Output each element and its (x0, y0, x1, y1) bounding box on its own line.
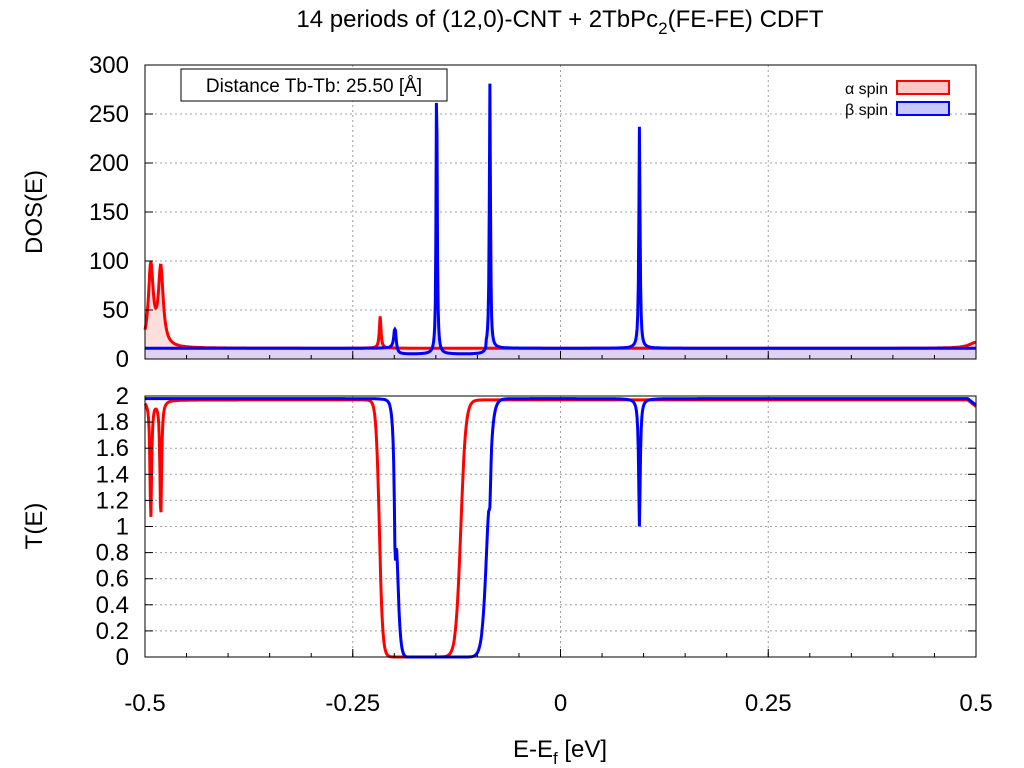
transmission-ylabel: T(E) (21, 503, 48, 550)
transmission-y-tick-label: 0.8 (96, 540, 129, 567)
dos-plot-area (143, 83, 977, 359)
transmission-y-tick-label: 1.4 (96, 461, 129, 488)
transmission-alpha-line (143, 398, 977, 659)
transmission-y-tick-label: 2 (116, 383, 129, 410)
dos-y-ticks: 0 50 100 150 200 250 300 (89, 52, 976, 373)
chart-title: 14 periods of (12,0)-CNT + 2TbPc2(FE-FE)… (296, 6, 824, 38)
transmission-y-tick-label: 0 (116, 644, 129, 671)
transmission-y-tick-label: 0.6 (96, 566, 129, 593)
transmission-x-ticks: -0.5 -0.25 0 0.25 0.5 (124, 351, 993, 717)
transmission-grid (145, 396, 976, 657)
annotation-text: Distance Tb-Tb: 25.50 [Å] (206, 76, 422, 97)
dos-y-tick-label: 100 (89, 248, 129, 275)
x-tick-label: -0.5 (124, 690, 165, 717)
legend-alpha-swatch (896, 80, 950, 95)
transmission-y-ticks: 00.20.40.60.811.21.41.61.82 (96, 383, 976, 671)
legend: α spin β spin (845, 80, 950, 119)
x-tick-label: -0.25 (325, 690, 380, 717)
transmission-y-tick-label: 1.6 (96, 435, 129, 462)
legend-beta-label: β spin (845, 102, 888, 119)
dos-y-tick-label: 150 (89, 199, 129, 226)
x-tick-label: 0 (554, 690, 567, 717)
dos-y-tick-label: 50 (102, 297, 129, 324)
transmission-y-tick-label: 1.8 (96, 409, 129, 436)
x-axis-label: E-Ef [eV] (513, 736, 607, 768)
dos-beta-line (145, 83, 976, 356)
dos-y-tick-label: 0 (116, 346, 129, 373)
x-tick-label: 0.25 (745, 690, 792, 717)
dos-y-tick-label: 300 (89, 52, 129, 79)
transmission-y-tick-label: 0.2 (96, 618, 129, 645)
annotation-box (180, 68, 448, 102)
transmission-plot-area (143, 397, 977, 659)
x-tick-label: 0.5 (959, 690, 992, 717)
dos-y-tick-label: 200 (89, 150, 129, 177)
transmission-beta-line (145, 397, 977, 659)
legend-beta-swatch (896, 101, 950, 116)
dos-y-tick-label: 250 (89, 101, 129, 128)
dos-ylabel: DOS(E) (21, 170, 48, 254)
transmission-y-tick-label: 0.4 (96, 592, 129, 619)
legend-alpha-label: α spin (845, 81, 888, 98)
dos-grid (145, 65, 976, 359)
transmission-y-tick-label: 1 (116, 514, 129, 541)
transmission-y-tick-label: 1.2 (96, 487, 129, 514)
